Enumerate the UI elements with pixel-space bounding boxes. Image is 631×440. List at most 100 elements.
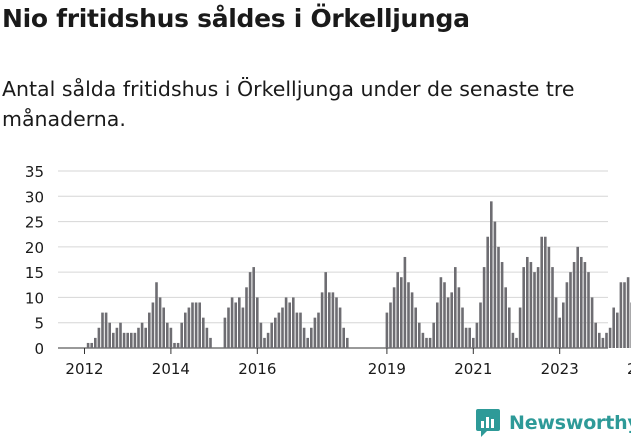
bar xyxy=(450,292,453,348)
bar xyxy=(500,262,504,348)
bar xyxy=(461,307,464,348)
bar xyxy=(436,302,439,348)
bar xyxy=(140,322,144,348)
y-tick-label: 0 xyxy=(34,340,44,358)
bar xyxy=(151,302,155,348)
bar xyxy=(97,327,101,348)
bar xyxy=(310,327,313,348)
bar xyxy=(205,327,209,348)
bar xyxy=(126,332,129,348)
y-tick-label: 5 xyxy=(34,315,44,333)
bar xyxy=(396,272,399,348)
bar xyxy=(176,342,180,348)
bar xyxy=(472,337,475,348)
bar xyxy=(482,267,486,348)
bar xyxy=(227,307,230,348)
bar xyxy=(169,327,173,348)
bar xyxy=(198,302,201,348)
bar xyxy=(410,292,414,348)
bar xyxy=(594,322,597,348)
bar xyxy=(533,272,536,348)
x-tick-label: 2023 xyxy=(541,360,579,378)
bar xyxy=(306,337,309,348)
bar xyxy=(252,267,255,348)
bar xyxy=(590,297,594,348)
bar xyxy=(115,327,119,348)
bar xyxy=(554,297,558,348)
bar xyxy=(486,236,489,348)
bar xyxy=(493,221,497,348)
bar xyxy=(144,327,147,348)
bar xyxy=(335,297,338,348)
bar xyxy=(238,297,241,348)
bar xyxy=(295,312,299,348)
y-tick-label: 30 xyxy=(25,188,44,206)
bar xyxy=(479,302,482,348)
bar xyxy=(288,302,291,348)
bar xyxy=(454,267,457,348)
bar xyxy=(256,297,259,348)
bar xyxy=(209,337,212,348)
bar xyxy=(162,307,165,348)
bar xyxy=(274,317,277,348)
bar xyxy=(245,287,248,348)
bar xyxy=(464,327,468,348)
bar xyxy=(119,322,122,348)
newsworthy-bubble-icon xyxy=(476,409,500,437)
bar xyxy=(601,337,605,348)
bar xyxy=(497,246,500,348)
bar xyxy=(266,332,270,348)
bar xyxy=(194,302,198,348)
x-tick-label: 2016 xyxy=(238,360,276,378)
bar xyxy=(130,332,133,348)
bar xyxy=(158,297,162,348)
bar xyxy=(605,332,608,348)
bar xyxy=(418,322,421,348)
bar xyxy=(392,287,396,348)
bar xyxy=(562,302,565,348)
bar xyxy=(608,327,612,348)
bar xyxy=(551,267,554,348)
bar xyxy=(302,327,306,348)
bar xyxy=(421,332,425,348)
newsworthy-logo: Newsworthy xyxy=(475,406,631,440)
bar xyxy=(202,317,205,348)
bar xyxy=(187,307,191,348)
bar xyxy=(133,332,137,348)
bar xyxy=(536,267,540,348)
bar xyxy=(173,342,176,348)
x-tick-label: 2012 xyxy=(65,360,103,378)
bar xyxy=(104,312,108,348)
bar xyxy=(112,332,115,348)
bar xyxy=(317,312,320,348)
bar xyxy=(529,262,533,348)
y-tick-label: 15 xyxy=(25,264,44,282)
y-tick-label: 25 xyxy=(25,214,44,232)
bar xyxy=(504,287,507,348)
bar xyxy=(583,262,587,348)
bar xyxy=(385,312,389,348)
bar xyxy=(432,322,435,348)
bar xyxy=(522,267,525,348)
bar xyxy=(580,256,583,348)
bar xyxy=(90,342,93,348)
bar xyxy=(234,302,237,348)
bar xyxy=(565,282,569,348)
bar xyxy=(148,312,151,348)
bar xyxy=(515,337,518,348)
bar xyxy=(86,342,90,348)
bar xyxy=(180,322,183,348)
bar xyxy=(490,201,493,348)
bar xyxy=(108,322,111,348)
x-tick-label: 2014 xyxy=(152,360,190,378)
bar xyxy=(612,307,615,348)
bar xyxy=(166,322,169,348)
bar xyxy=(346,337,349,348)
bar xyxy=(277,312,281,348)
bar xyxy=(270,322,273,348)
bar xyxy=(263,337,266,348)
bar xyxy=(324,272,327,348)
bar xyxy=(389,302,392,348)
bar xyxy=(511,332,515,348)
x-tick-label: 2019 xyxy=(368,360,406,378)
